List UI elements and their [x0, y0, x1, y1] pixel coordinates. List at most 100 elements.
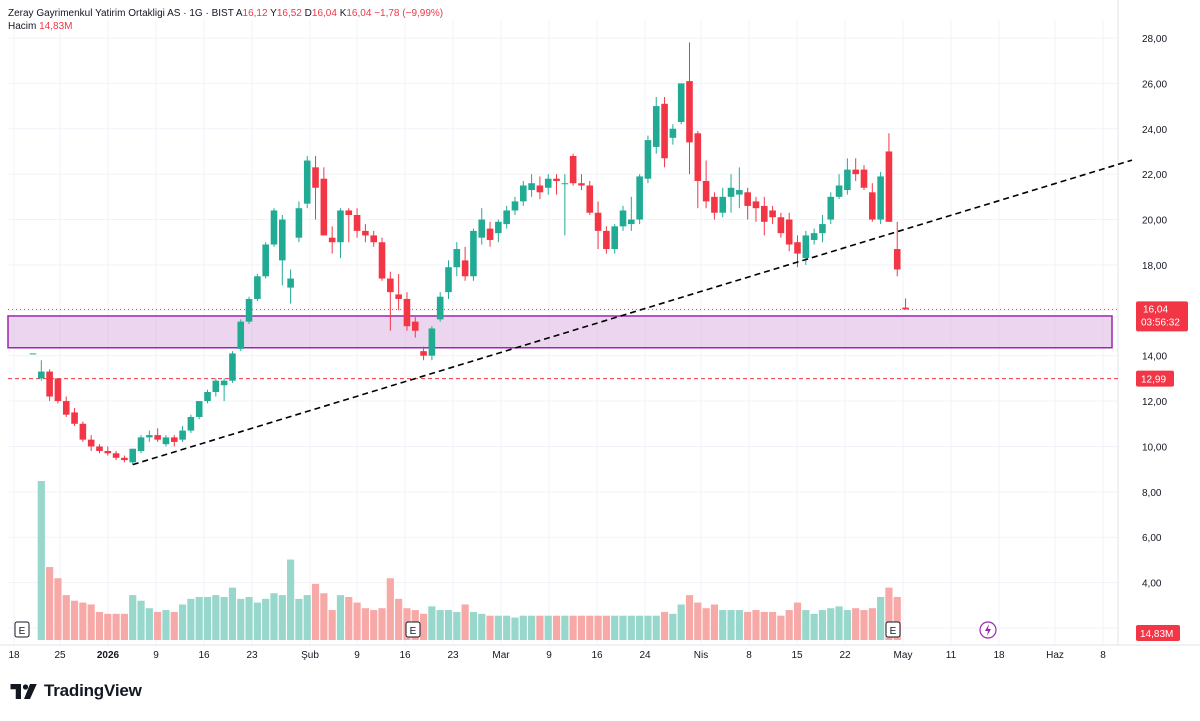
volume-bar	[744, 611, 752, 640]
volume-bar	[428, 606, 436, 640]
candle-body	[852, 169, 859, 175]
volume-bar	[54, 578, 62, 640]
volume-bar	[486, 615, 494, 640]
price-tick-label: 12,00	[1142, 397, 1167, 408]
volume-bar	[320, 593, 328, 640]
candle-body	[902, 307, 909, 310]
candle-body	[478, 219, 486, 238]
volume-bar	[295, 598, 303, 640]
earnings-marker[interactable]	[14, 621, 30, 638]
price-axis: 28,0026,0024,0022,0020,0018,0016,0014,00…	[1142, 34, 1167, 635]
candle	[337, 208, 344, 259]
candle	[137, 435, 145, 454]
tradingview-logo[interactable]: TradingView	[10, 681, 142, 701]
time-tick-label: 22	[839, 650, 851, 661]
candle	[586, 180, 594, 215]
candle-body	[204, 392, 211, 402]
candle	[893, 221, 901, 277]
candle	[470, 228, 477, 281]
candle	[694, 131, 702, 209]
candle-body	[328, 237, 336, 243]
volume-bar	[478, 613, 486, 640]
candle	[420, 346, 427, 361]
volume-bar	[519, 615, 527, 640]
candle-body	[295, 208, 303, 238]
candle	[287, 269, 294, 304]
candle-body	[29, 353, 37, 355]
candle-body	[885, 151, 893, 222]
candle-body	[819, 224, 826, 234]
time-tick-label: May	[894, 650, 913, 661]
candle-body	[519, 185, 527, 202]
candle	[860, 165, 868, 191]
time-tick-label: 18	[993, 650, 1005, 661]
volume-bar	[395, 598, 403, 640]
candle	[378, 237, 386, 281]
volume-bar	[62, 595, 70, 640]
time-tick-label: 11	[946, 650, 957, 661]
candle-body	[603, 230, 610, 250]
candle	[835, 174, 843, 200]
candle-body	[661, 103, 668, 159]
candle	[436, 292, 444, 322]
candle-body	[287, 278, 294, 288]
candle-body	[345, 210, 353, 215]
earnings-marker-label: E	[19, 626, 26, 637]
volume-bar	[777, 615, 785, 640]
volume-bar	[594, 615, 602, 640]
candle-body	[486, 228, 494, 240]
time-tick-label: 24	[639, 650, 651, 661]
last-price-badge	[1136, 301, 1188, 332]
candle-body	[387, 278, 394, 293]
candle	[553, 174, 560, 195]
volume-label[interactable]: Hacim	[8, 21, 37, 32]
candle	[195, 401, 203, 420]
volume-bar	[885, 587, 893, 640]
price-tick-label: 26,00	[1142, 79, 1167, 90]
candle-body	[187, 416, 195, 431]
volume-bar	[727, 610, 735, 640]
candle-body	[279, 219, 286, 261]
volume-bar	[195, 596, 203, 640]
candle-body	[702, 180, 710, 202]
open-label: A	[235, 8, 243, 19]
candle	[129, 448, 137, 465]
volume-bar	[827, 608, 835, 640]
candle	[121, 455, 128, 463]
volume-bar	[345, 596, 353, 640]
volume-bar	[237, 598, 245, 640]
volume-bar	[644, 615, 652, 640]
candle	[445, 260, 452, 299]
candle	[461, 246, 469, 281]
earnings-marker-label: E	[410, 626, 417, 637]
candle-body	[129, 448, 137, 463]
volume-bar	[386, 578, 394, 640]
candle-body	[428, 328, 436, 356]
symbol-title[interactable]: Zeray Gayrimenkul Yatirim Ortakligi AS ·…	[8, 8, 234, 19]
candle-body	[844, 169, 851, 191]
volume-bar	[170, 611, 178, 640]
volume-bar	[810, 613, 818, 640]
volume-bar	[793, 602, 802, 640]
volume-bar	[818, 610, 827, 640]
earnings-marker[interactable]	[405, 621, 421, 638]
volume-bar	[444, 610, 453, 640]
candle	[711, 192, 718, 220]
volume-bar	[287, 559, 295, 640]
candle	[736, 167, 743, 209]
candle	[661, 97, 668, 168]
candle	[669, 124, 677, 145]
candle-body	[403, 298, 411, 327]
volume-bar	[627, 615, 635, 640]
volume-bar	[469, 611, 478, 640]
volume-bar	[843, 610, 851, 640]
volume-bar	[419, 613, 428, 640]
candle-body	[411, 321, 419, 331]
price-tick-label: 10,00	[1142, 442, 1167, 453]
volume-bar	[46, 567, 54, 640]
volume-bar	[79, 602, 87, 640]
earnings-marker[interactable]	[885, 621, 901, 638]
